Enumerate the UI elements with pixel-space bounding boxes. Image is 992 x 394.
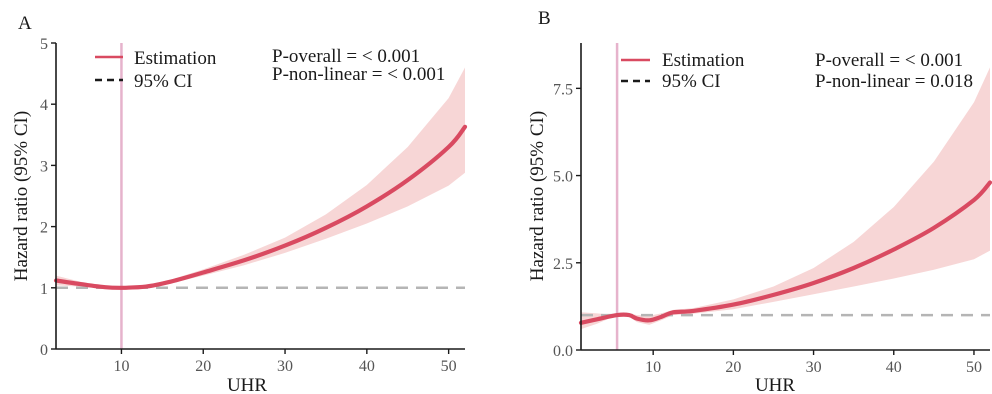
panel-a-legend: Estimation 95% CI: [95, 48, 217, 92]
panel-a-x-tick-label: 30: [277, 358, 293, 375]
panel-a-x-tick-label: 40: [359, 358, 375, 375]
panel-a-p-nonlinear: P-non-linear = < 0.001: [272, 64, 445, 85]
panel-a-legend-estimate-label: Estimation: [134, 48, 217, 69]
panel-b-legend: Estimation 95% CI: [621, 50, 745, 92]
panel-a-legend-ci-label: 95% CI: [134, 71, 193, 92]
panel-b-x-tick-label: 40: [886, 359, 902, 376]
panel-b-legend-estimate-label: Estimation: [662, 50, 745, 71]
panel-a-y-tick-label: 1: [40, 281, 48, 298]
panel-b-legend-ci-label: 95% CI: [662, 71, 721, 92]
panel-a-x-tick-label: 20: [195, 358, 211, 375]
panel-a-y-tick-label: 5: [40, 36, 48, 53]
panel-b-p-nonlinear: P-non-linear = 0.018: [815, 71, 973, 92]
panel-b-label: B: [538, 8, 551, 29]
panel-b-plot: [578, 43, 992, 350]
panel-b: B 0.0 2.5 5.0 7.5 10 20 30 40 50 UHR Hazard rati…: [527, 8, 992, 394]
panel-a-p-overall: P-overall = < 0.001: [272, 46, 420, 67]
panel-a-y-tick-label: 3: [40, 158, 48, 175]
panel-b-y-tick-label: 5.0: [553, 169, 573, 186]
panel-a-y-tick-label: 4: [40, 97, 48, 114]
panel-a-label: A: [18, 13, 32, 34]
panel-b-ci-band: [581, 67, 990, 330]
panel-a-plot: [53, 43, 468, 349]
panel-a-y-tick-label: 2: [40, 220, 48, 237]
panel-b-x-axis-label: UHR: [755, 375, 795, 394]
panel-a-y-tick-label: 0: [40, 342, 48, 359]
panel-a-y-axis-label: Hazard ratio (95% CI): [11, 111, 32, 281]
panel-b-y-tick-label: 2.5: [553, 256, 573, 273]
panel-b-ticks: 0.0 2.5 5.0 7.5 10 20 30 40 50: [553, 81, 982, 376]
panel-b-estimate-line: [578, 180, 992, 325]
panel-a: A 0 1 2 3 4 5 10 20 30 40 50 UHR Hazard ratio (95%…: [11, 13, 468, 394]
panel-a-x-tick-label: 10: [113, 358, 129, 375]
panel-b-y-axis-label: Hazard ratio (95% CI): [527, 111, 548, 281]
panel-b-x-tick-label: 30: [806, 359, 822, 376]
panel-b-y-tick-label: 0.0: [553, 343, 573, 360]
panel-b-x-tick-label: 10: [645, 359, 661, 376]
panel-a-ticks: 0 1 2 3 4 5 10 20 30 40 50: [40, 36, 457, 375]
panel-b-x-tick-label: 20: [725, 359, 741, 376]
panel-a-x-axis-label: UHR: [227, 375, 267, 394]
panel-a-ci-band: [56, 67, 465, 289]
panel-b-p-overall: P-overall = < 0.001: [815, 50, 963, 71]
panel-a-estimate-line: [53, 124, 468, 290]
panel-b-y-tick-label: 7.5: [553, 81, 573, 98]
panel-b-x-tick-label: 50: [966, 359, 982, 376]
panel-a-x-tick-label: 50: [441, 358, 457, 375]
